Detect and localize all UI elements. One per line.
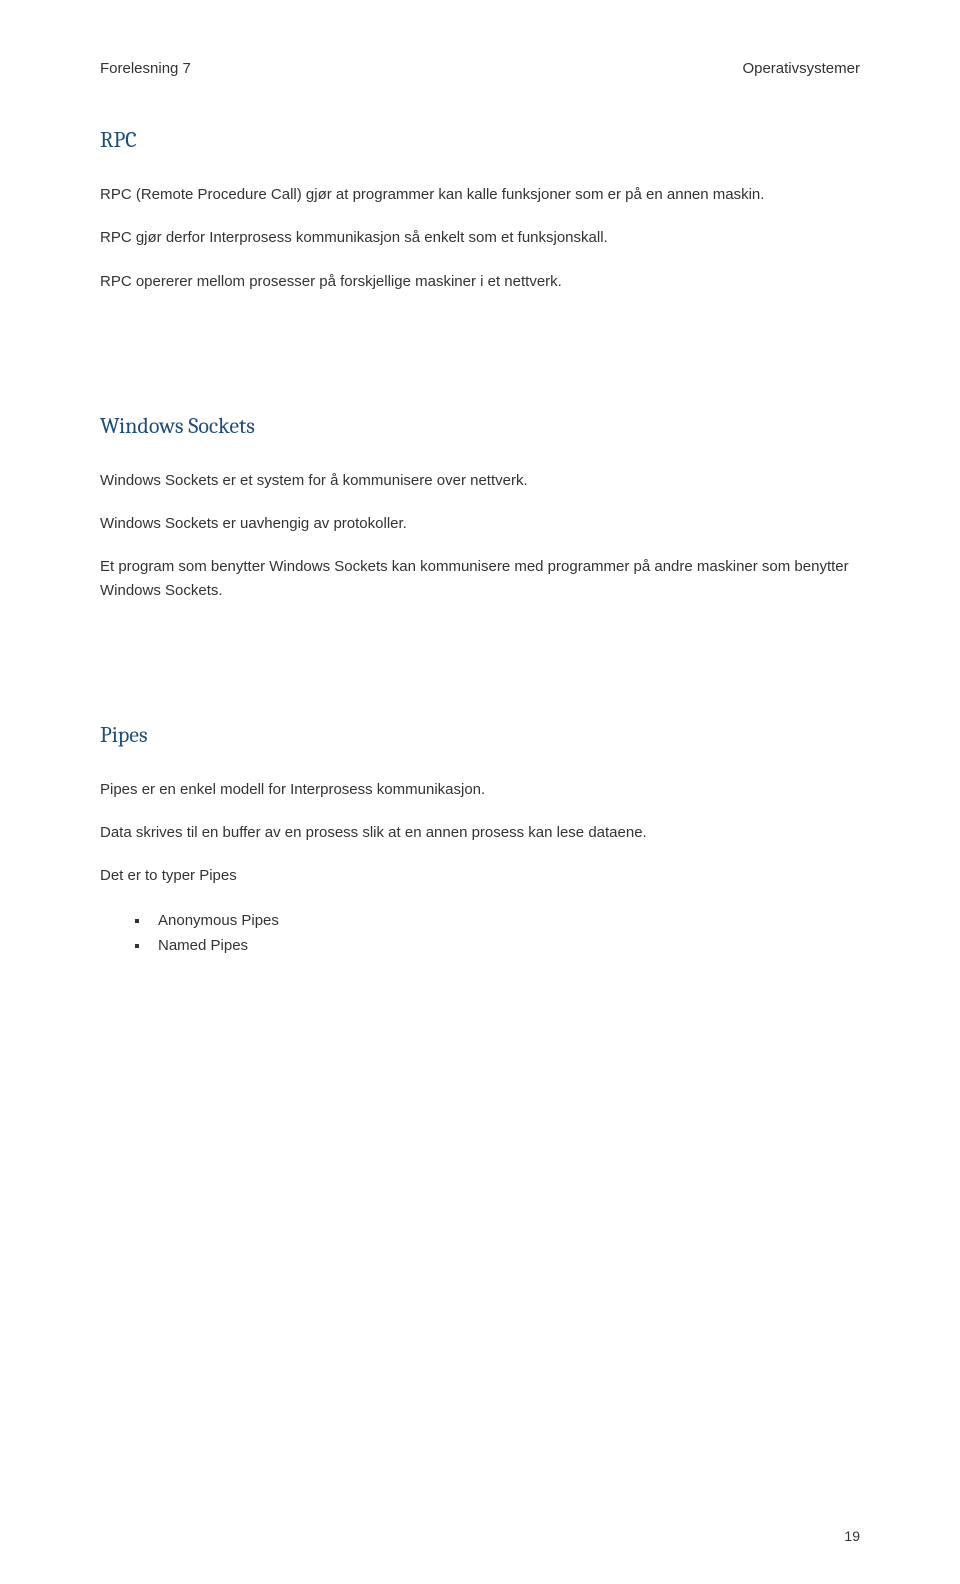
section-spacer [100, 313, 860, 363]
pipes-paragraph-1: Pipes er en enkel modell for Interproses… [100, 778, 860, 801]
rpc-heading: RPC [100, 127, 860, 153]
header-right: Operativsystemer [742, 60, 860, 77]
pipes-paragraph-2: Data skrives til en buffer av en prosess… [100, 821, 860, 844]
list-item: Anonymous Pipes [150, 908, 860, 934]
rpc-paragraph-2: RPC gjør derfor Interprosess kommunikasj… [100, 226, 860, 249]
section-spacer [100, 622, 860, 672]
sockets-paragraph-3: Et program som benytter Windows Sockets … [100, 555, 860, 602]
page-number: 19 [844, 1528, 860, 1544]
rpc-paragraph-1: RPC (Remote Procedure Call) gjør at prog… [100, 183, 860, 206]
rpc-paragraph-3: RPC opererer mellom prosesser på forskje… [100, 270, 860, 293]
pipes-list: Anonymous Pipes Named Pipes [150, 908, 860, 959]
list-item: Named Pipes [150, 933, 860, 959]
sockets-paragraph-2: Windows Sockets er uavhengig av protokol… [100, 512, 860, 535]
sockets-heading: Windows Sockets [100, 413, 860, 439]
page-header: Forelesning 7 Operativsystemer [100, 60, 860, 77]
pipes-paragraph-3: Det er to typer Pipes [100, 864, 860, 887]
header-left: Forelesning 7 [100, 60, 191, 77]
pipes-heading: Pipes [100, 722, 860, 748]
sockets-paragraph-1: Windows Sockets er et system for å kommu… [100, 469, 860, 492]
